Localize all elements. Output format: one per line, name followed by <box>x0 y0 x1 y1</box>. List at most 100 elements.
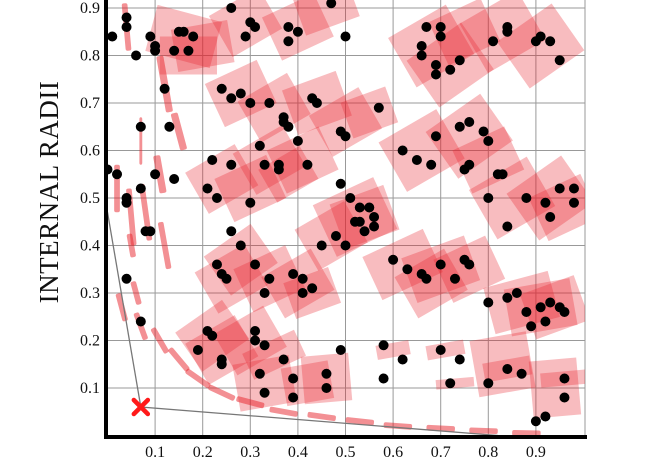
data-point <box>559 307 570 317</box>
uncertainty-rect <box>528 357 582 419</box>
data-point <box>169 45 180 56</box>
data-point <box>354 216 365 227</box>
data-point <box>264 273 275 284</box>
data-point <box>216 359 227 370</box>
uncertainty-rect <box>266 126 339 194</box>
data-point <box>297 288 308 298</box>
uncertainty-rect <box>232 125 306 195</box>
x-tick-label: 0.3 <box>240 444 260 461</box>
data-point <box>545 212 556 222</box>
y-tick-label: 0.7 <box>80 95 100 112</box>
data-point <box>330 231 341 241</box>
data-point <box>364 202 375 213</box>
y-tick-label: 0.9 <box>80 0 100 17</box>
data-point <box>250 22 261 32</box>
uncertainty-rect <box>528 173 585 242</box>
uncertainty-dash <box>469 427 498 435</box>
data-point <box>254 368 265 379</box>
data-point <box>302 159 313 170</box>
data-point <box>435 345 446 355</box>
data-point <box>521 307 532 317</box>
data-point <box>178 26 189 37</box>
data-point <box>435 259 446 270</box>
data-point <box>559 373 570 384</box>
uncertainty-dash <box>269 406 298 417</box>
data-point <box>278 112 289 123</box>
data-point <box>297 273 308 284</box>
uncertainty-rect <box>242 329 307 380</box>
uncertainty-rectangles <box>145 0 585 419</box>
uncertainty-rect <box>308 87 383 157</box>
uncertainty-rect <box>506 155 585 241</box>
data-point <box>288 269 299 279</box>
data-point <box>278 354 289 365</box>
grid-lines <box>107 0 586 437</box>
data-point <box>559 392 570 403</box>
uncertainty-dash <box>208 384 236 401</box>
x-tick-label: 0.7 <box>431 444 451 461</box>
data-point <box>464 259 475 270</box>
data-point <box>345 193 356 203</box>
uncertainty-rect <box>428 0 501 66</box>
data-point <box>183 45 194 56</box>
uncertainty-rect <box>293 0 360 36</box>
data-point <box>226 93 237 104</box>
data-point <box>245 197 256 208</box>
data-point <box>421 273 432 284</box>
data-point <box>121 197 132 208</box>
data-point <box>211 193 222 203</box>
uncertainty-dash <box>126 233 136 258</box>
y-tick-label: 0.2 <box>80 333 100 350</box>
data-point <box>502 22 513 32</box>
data-point <box>378 340 389 351</box>
data-point <box>159 83 170 94</box>
data-point <box>292 136 303 146</box>
data-point <box>397 145 408 156</box>
data-point <box>478 126 489 137</box>
uncertainty-dash <box>307 411 336 422</box>
data-point <box>135 121 146 132</box>
data-point <box>264 98 275 108</box>
data-point <box>511 288 522 298</box>
uncertainty-dash <box>168 347 190 372</box>
data-point <box>145 226 156 237</box>
data-point <box>435 31 446 42</box>
data-point <box>449 273 460 284</box>
uncertainty-dash <box>512 430 541 437</box>
data-point <box>307 283 318 294</box>
data-point <box>535 31 546 42</box>
uncertainty-rect <box>362 228 443 301</box>
y-axis-label: INTERNAL RADII <box>34 81 64 304</box>
data-point <box>288 392 299 403</box>
data-point <box>502 221 513 232</box>
data-point <box>150 45 161 56</box>
data-point <box>497 169 508 180</box>
data-point <box>107 164 113 175</box>
data-point <box>240 31 251 42</box>
uncertainty-rect <box>483 270 560 335</box>
data-point <box>430 60 441 70</box>
uncertainty-rect <box>394 248 468 319</box>
data-point <box>483 136 494 146</box>
uncertainty-dash <box>139 183 153 241</box>
data-point <box>202 183 213 194</box>
data-point <box>483 378 494 389</box>
data-point <box>335 345 346 355</box>
data-point <box>430 69 441 80</box>
data-point <box>192 345 203 355</box>
y-tick-label: 0.3 <box>80 285 100 302</box>
data-point <box>530 416 541 427</box>
data-point <box>340 240 351 251</box>
data-point <box>488 36 499 47</box>
data-point <box>164 121 175 132</box>
y-tick-label: 0.6 <box>80 143 100 160</box>
data-point <box>416 50 427 61</box>
data-point <box>283 121 294 132</box>
data-point <box>245 98 256 108</box>
data-point <box>459 164 470 175</box>
data-point <box>388 254 399 265</box>
uncertainty-dash <box>150 327 169 354</box>
data-point <box>150 169 161 180</box>
uncertainty-rect <box>237 72 311 143</box>
